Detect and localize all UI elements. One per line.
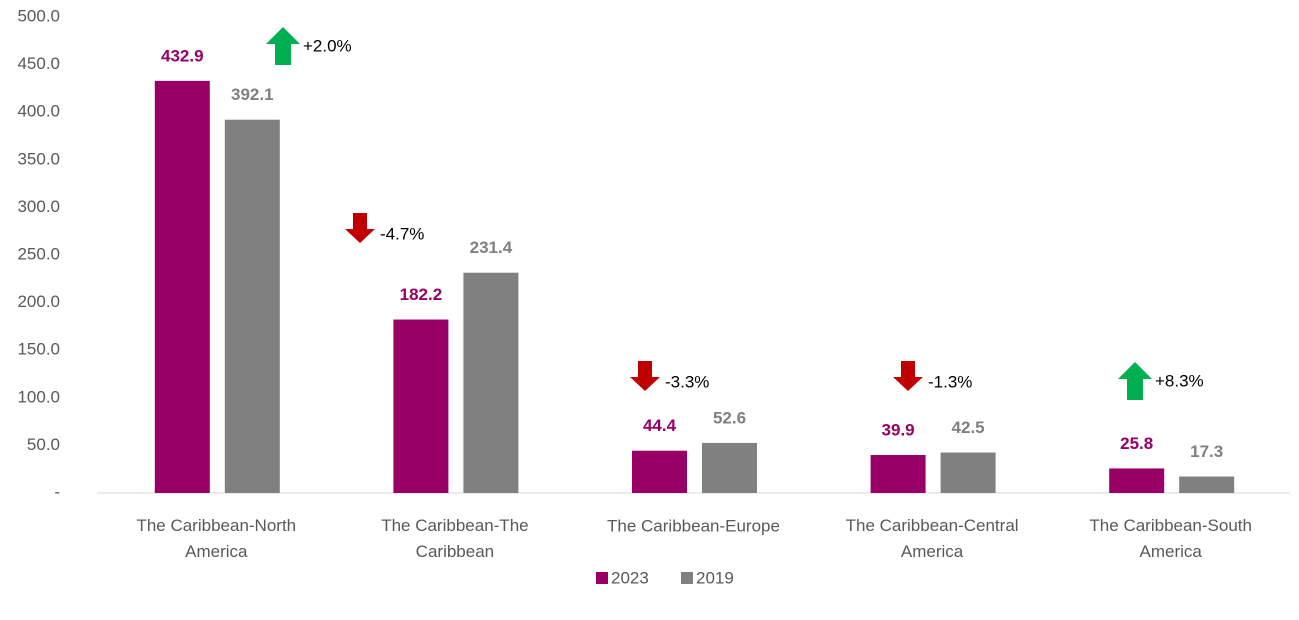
annotation-arrow [345,213,375,243]
bar [1179,476,1235,493]
value-label: 231.4 [470,238,513,257]
annotation-arrow [893,361,923,391]
annotation: -3.3% [665,372,709,391]
annotation-arrow [266,27,300,65]
annotation-arrow [1118,362,1152,400]
legend-swatch [596,572,608,584]
bar [463,272,519,493]
bar [154,80,210,493]
x-tick-label: The Caribbean-The Caribbean [381,516,528,561]
x-tick-label: The Caribbean-North America [136,516,296,561]
annotation-arrow [630,361,660,391]
legend-swatch [681,572,693,584]
annotation: +2.0% [303,36,352,55]
bar [702,442,757,493]
value-label: 39.9 [882,420,915,439]
value-label: 44.4 [643,416,677,435]
y-tick-label: 500.0 [17,6,60,25]
bar [870,455,926,493]
y-tick-label: 200.0 [17,292,60,311]
legend-label: 2023 [611,568,649,587]
y-tick-label: 450.0 [17,54,60,73]
value-label: 392.1 [231,85,274,104]
y-tick-label: 100.0 [17,387,60,406]
y-tick-label: 350.0 [17,149,60,168]
value-label: 52.6 [713,408,746,427]
value-label: 182.2 [400,285,443,304]
y-tick-label: 250.0 [17,244,60,263]
y-tick-label: 150.0 [17,340,60,359]
bar [940,452,996,493]
bar [224,119,280,494]
bar [632,450,687,493]
y-tick-label: - [54,482,60,501]
legend-label: 2019 [696,568,734,587]
bar [1109,468,1165,493]
value-label: 17.3 [1190,442,1223,461]
x-tick-label: The Caribbean-South America [1089,516,1252,561]
x-tick-label: The Caribbean-Europe [607,516,780,535]
y-tick-label: 300.0 [17,197,60,216]
annotation: -1.3% [928,372,972,391]
annotation: -4.7% [380,224,424,243]
value-label: 25.8 [1120,434,1153,453]
value-label: 432.9 [161,46,204,65]
value-label: 42.5 [952,418,985,437]
annotation: +8.3% [1155,371,1204,390]
y-tick-label: 50.0 [27,435,60,454]
x-tick-label: The Caribbean-Central America [846,516,1019,561]
y-tick-label: 400.0 [17,102,60,121]
bar [393,319,449,493]
